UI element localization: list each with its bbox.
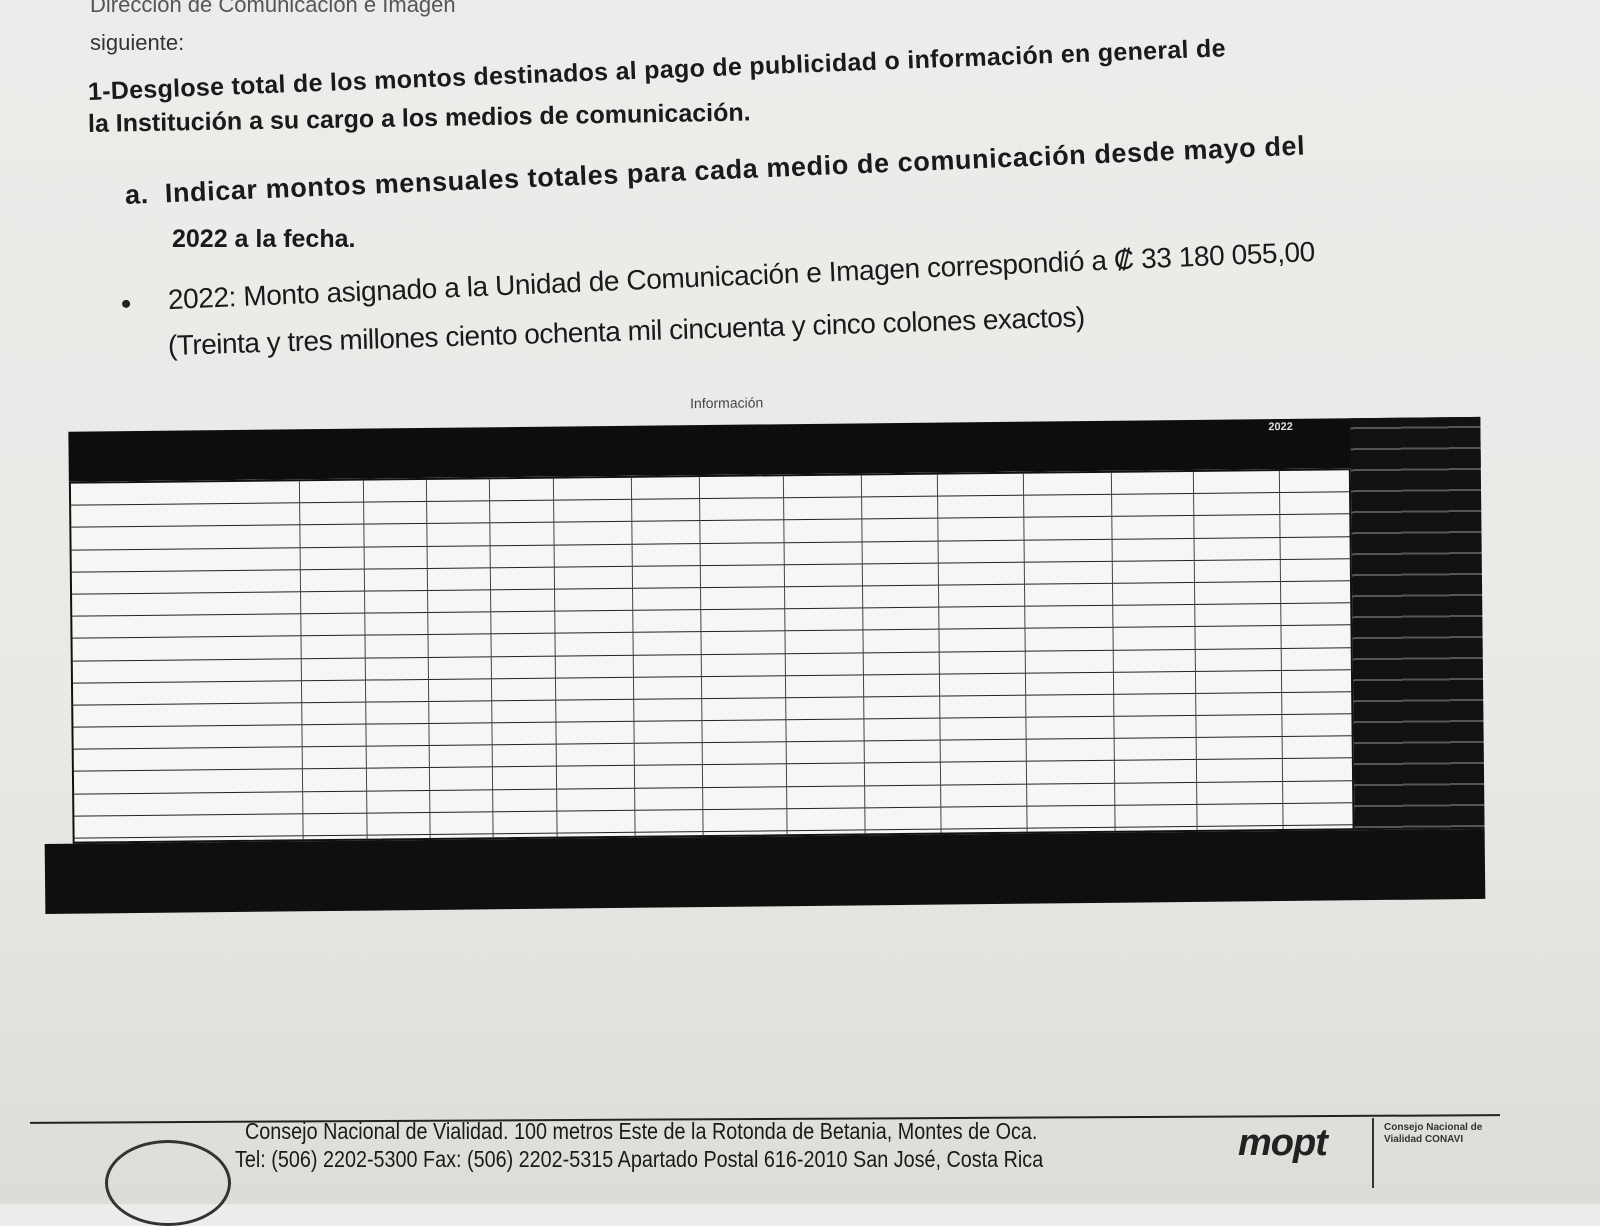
total-column [1350, 416, 1485, 831]
intro-text: siguiente: [90, 30, 185, 55]
footer-address: Consejo Nacional de Vialidad. 100 metros… [245, 1118, 1038, 1144]
table-year: 2022 [1268, 420, 1293, 434]
item-a-text: Indicar montos mensuales totales para ca… [164, 130, 1306, 209]
table-title: Información [690, 394, 764, 412]
item-a-label: a. [124, 179, 150, 210]
item-a-line2: 2022 a la fecha. [172, 225, 356, 253]
point1-heading-line1: 1-Desglose total de los montos destinado… [87, 34, 1227, 106]
bullet-icon [121, 299, 131, 308]
conavi-logo-icon [105, 1140, 231, 1226]
footer-contact: Tel: (506) 2202-5300 Fax: (506) 2202-531… [235, 1146, 1044, 1172]
partial-header-text: Dirección de Comunicación e Imagen [90, 0, 456, 17]
footer-separator [1372, 1118, 1374, 1188]
table-body [68, 468, 1355, 861]
item-a-line1: a. Indicar montos mensuales totales para… [124, 131, 1305, 211]
conavi-logo-text: Consejo Nacional de Vialidad CONAVI [1384, 1122, 1483, 1145]
mopt-logo: mopt [1238, 1122, 1328, 1164]
table-totals-row [44, 828, 1486, 914]
amounts-table: Información 2022 [40, 383, 1486, 918]
point1-heading-line2: la Institución a su cargo a los medios d… [87, 98, 751, 138]
